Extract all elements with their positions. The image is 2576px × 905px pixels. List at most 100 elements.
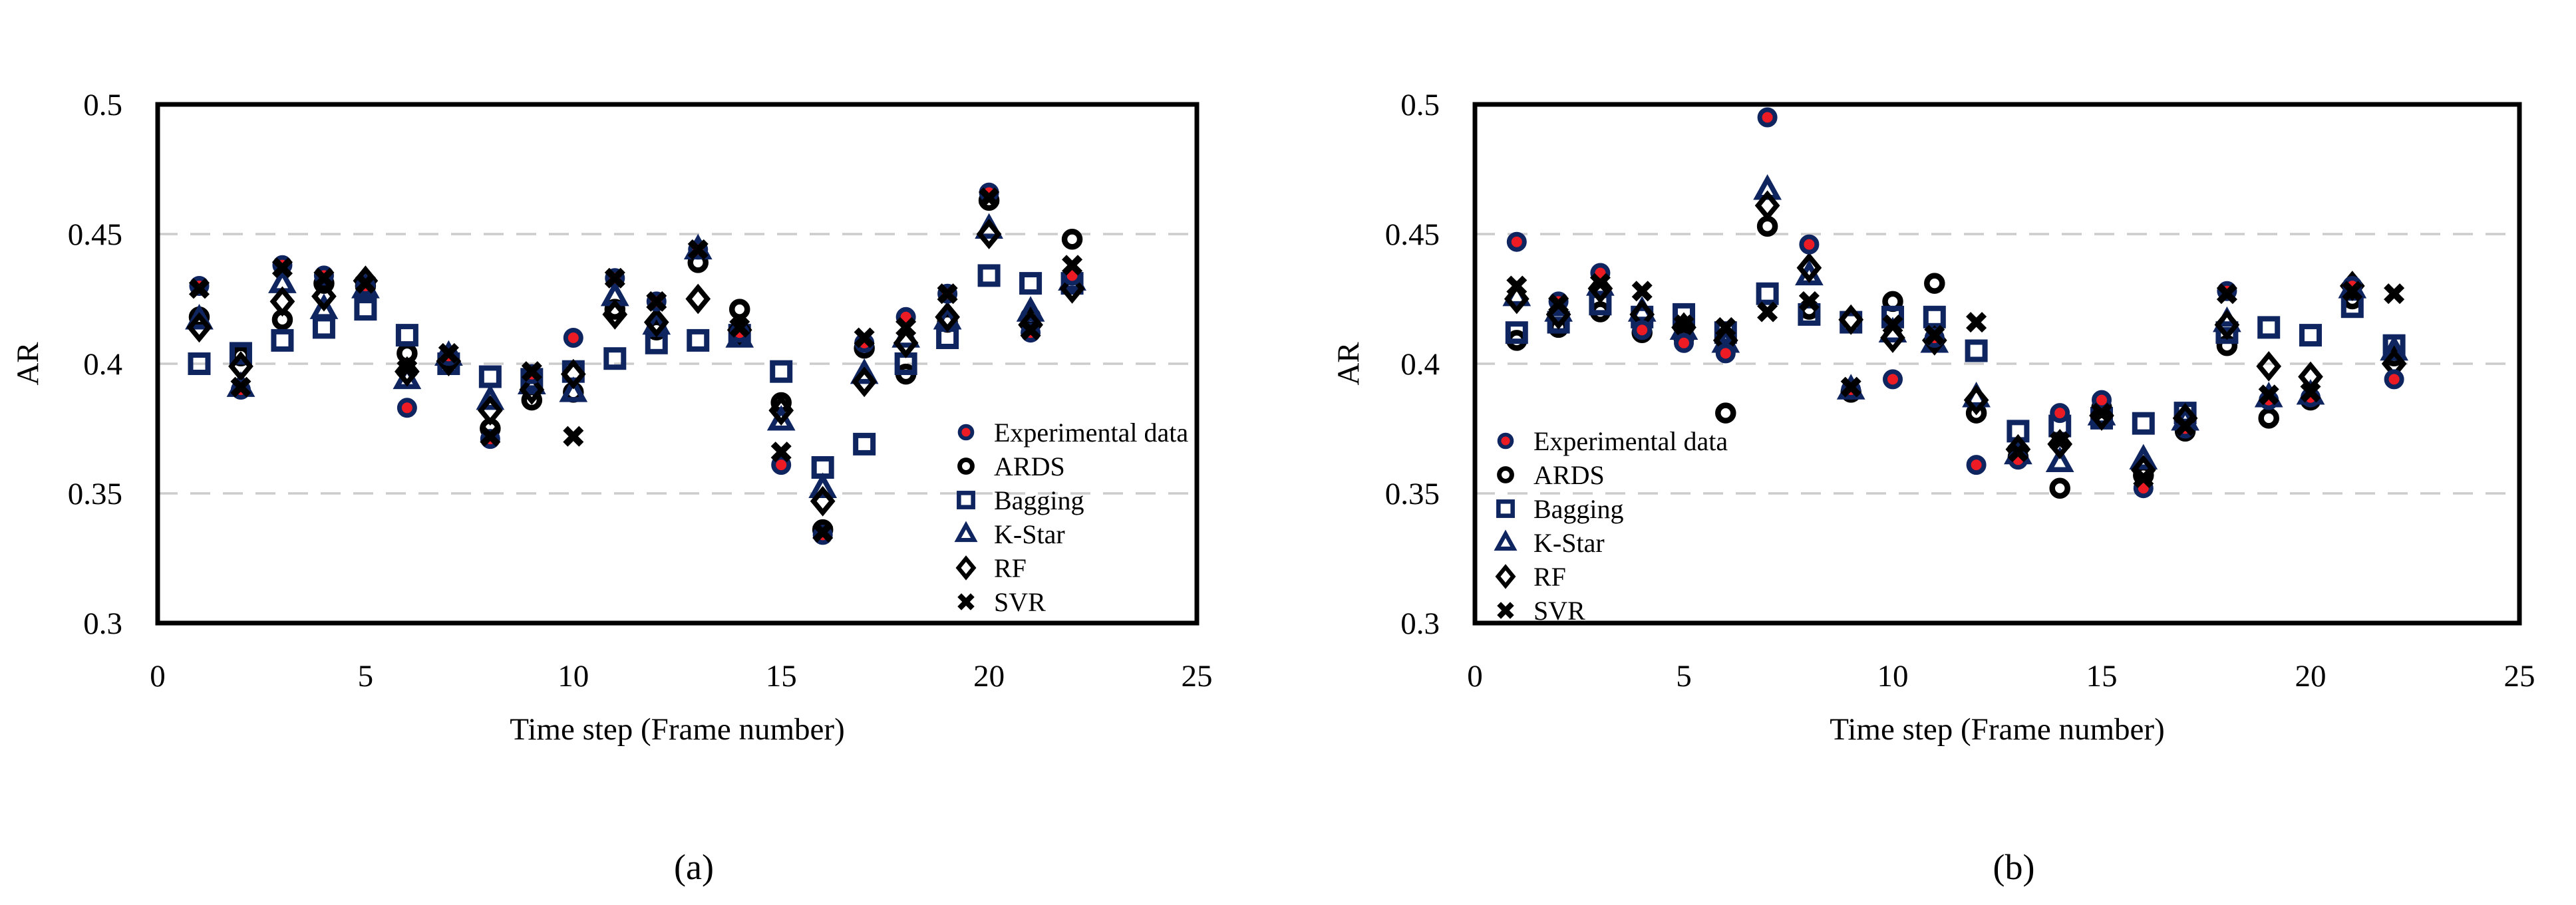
marker-svr: [2384, 283, 2405, 305]
series-svr: [188, 187, 1083, 543]
y-tick-label: 0.4: [1400, 347, 1440, 382]
marker-svr: [1966, 312, 1987, 333]
marker-experimental-data: [1966, 455, 1987, 475]
marker-svr: [812, 521, 834, 543]
marker-bagging: [1965, 339, 1988, 362]
plot-border: [1472, 102, 2522, 626]
marker-rf: [269, 286, 295, 317]
marker-ards: [1061, 229, 1083, 250]
marker-svr: [770, 442, 792, 463]
legend-label: Experimental data: [1533, 426, 1728, 456]
marker-svr: [2091, 402, 2112, 424]
legend-marker-experimental-data: [1497, 432, 1514, 450]
marker-rf: [893, 327, 919, 358]
legend-marker-rf: [1495, 564, 1516, 589]
marker-svr: [2216, 283, 2237, 305]
marker-bagging: [770, 360, 793, 383]
legend-marker-bagging: [957, 491, 975, 509]
legend-marker-k-star: [1494, 529, 1518, 551]
x-tick-label: 15: [2086, 659, 2118, 694]
legend-marker-svr: [1497, 602, 1514, 619]
marker-svr: [2258, 384, 2279, 406]
y-tick-label: 0.45: [1385, 217, 1440, 252]
marker-svr: [2175, 416, 2196, 437]
marker-ards: [1715, 402, 1736, 424]
x-tick-label: 5: [1676, 659, 1692, 694]
marker-rf: [560, 358, 586, 390]
marker-svr: [2133, 467, 2154, 489]
marker-bagging: [1923, 305, 1946, 328]
marker-bagging: [478, 365, 502, 388]
panel-caption: (a): [674, 847, 714, 887]
marker-experimental-data: [2050, 403, 2070, 424]
marker-rf: [519, 374, 545, 405]
marker-svr: [1631, 281, 1653, 302]
marker-bagging: [977, 264, 1001, 287]
marker-rf: [1796, 252, 1822, 283]
marker-svr: [563, 426, 584, 447]
legend-label: SVR: [994, 587, 1046, 617]
x-tick-label: 25: [2504, 659, 2535, 694]
marker-rf: [852, 366, 878, 398]
marker-rf: [935, 301, 960, 332]
marker-svr: [1020, 319, 1041, 340]
marker-svr: [397, 358, 418, 380]
marker-k-star: [2045, 446, 2074, 472]
marker-k-star: [808, 472, 838, 498]
marker-experimental-data: [1883, 369, 1903, 390]
marker-svr: [646, 291, 667, 312]
legend-marker-ards: [1497, 466, 1514, 483]
legend-b: Experimental data ARDS Bagging K-Star RF SVR: [1494, 426, 1728, 626]
marker-experimental-data: [563, 328, 583, 348]
marker-svr: [979, 187, 1000, 208]
legend-marker-k-star: [954, 521, 978, 543]
y-axis-title: AR: [11, 342, 45, 386]
marker-ards: [1924, 273, 1945, 294]
marker-experimental-data: [2384, 369, 2404, 390]
marker-bagging: [1756, 282, 1779, 305]
marker-svr: [895, 317, 917, 338]
legend-label: RF: [1533, 562, 1566, 592]
marker-experimental-data: [1757, 107, 1778, 128]
legend-label: Bagging: [1533, 494, 1624, 524]
marker-experimental-data: [397, 398, 417, 418]
marker-svr: [1506, 275, 1528, 297]
series-k-star: [185, 213, 1086, 498]
marker-bagging: [271, 328, 294, 352]
marker-rf: [311, 281, 337, 312]
y-tick-label: 0.4: [83, 347, 122, 382]
y-tick-label: 0.45: [68, 217, 122, 252]
marker-svr: [1589, 273, 1611, 294]
marker-rf: [643, 307, 669, 338]
marker-bagging: [2299, 324, 2322, 347]
marker-k-star: [1016, 296, 1045, 322]
marker-svr: [1062, 255, 1083, 276]
x-axis-title: Time step (Frame number): [510, 712, 844, 747]
marker-svr: [230, 376, 251, 398]
y-tick-label: 0.35: [1385, 477, 1440, 511]
marker-rf: [2214, 309, 2240, 340]
marker-rf: [1059, 273, 1085, 304]
marker-svr: [1924, 324, 1945, 346]
marker-svr: [1840, 376, 1861, 398]
legend-label: RF: [994, 553, 1027, 583]
marker-ards: [1756, 215, 1778, 237]
legend-marker-experimental-data: [957, 424, 975, 441]
marker-svr: [271, 257, 293, 279]
marker-rf: [685, 283, 711, 315]
marker-svr: [313, 267, 335, 289]
chart-b: 0.5 0.45 0.4 0.35 0.3 0 5 10 15 20 25 AR Time step (…: [1331, 88, 2535, 887]
marker-rf: [1754, 190, 1780, 221]
marker-experimental-data: [1799, 234, 1820, 255]
series-bagging: [1505, 282, 2406, 443]
legend-label: Bagging: [994, 485, 1084, 515]
legend-marker-ards: [957, 457, 975, 475]
marker-svr: [480, 426, 501, 447]
marker-rf: [2089, 400, 2114, 431]
marker-bagging: [603, 347, 627, 370]
marker-svr: [604, 267, 625, 289]
series-svr: [1506, 273, 2405, 489]
marker-svr: [687, 239, 709, 260]
marker-k-star: [559, 376, 588, 402]
